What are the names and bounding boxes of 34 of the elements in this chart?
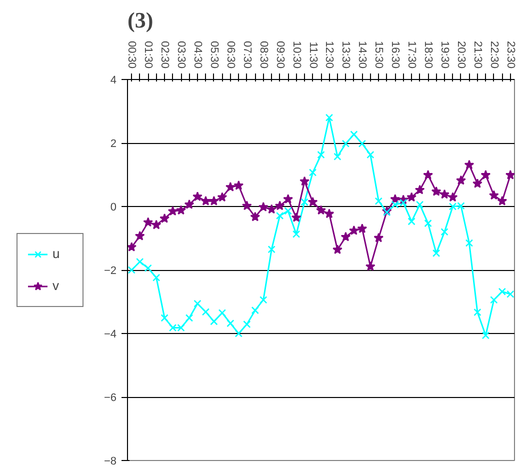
x-tick-label: 01:30 — [142, 40, 154, 69]
chart-title: (3) — [128, 8, 154, 32]
x-tick-label: 09:30 — [274, 40, 286, 69]
y-tick-label: 4 — [110, 74, 117, 86]
x-tick-label: 19:30 — [438, 40, 451, 69]
legend-label: u — [52, 246, 61, 261]
y-tick-label: 2 — [110, 138, 117, 150]
x-tick-label: 18:30 — [422, 40, 434, 69]
x-tick-label: 04:30 — [191, 40, 204, 69]
x-tick-label: 11:30 — [306, 42, 319, 69]
x-tick-label: 20:30 — [454, 40, 467, 69]
x-tick-label: 08:30 — [257, 40, 270, 69]
y-tick-label: 0 — [110, 202, 117, 214]
x-tick-label: 12:30 — [323, 40, 336, 69]
x-tick-label: 10:30 — [290, 40, 302, 69]
x-tick-label: 15:30 — [372, 40, 385, 69]
x-tick-label: 14:30 — [356, 40, 368, 69]
x-tick-label: 17:30 — [406, 40, 418, 69]
x-tick-label: 03:30 — [175, 40, 188, 69]
x-tick-label: 23:30 — [504, 40, 516, 69]
y-tick-label: −8 — [104, 456, 117, 468]
y-tick-label: −6 — [104, 392, 117, 404]
x-tick-label: 16:30 — [389, 40, 402, 69]
legend-label: v — [52, 278, 60, 293]
y-tick-label: −2 — [104, 265, 117, 277]
x-tick-label: 02:30 — [158, 40, 171, 69]
y-tick-label: −4 — [104, 328, 117, 340]
x-tick-label: 22:30 — [488, 40, 500, 69]
x-tick-label: 21:30 — [471, 40, 484, 69]
x-tick-label: 00:30 — [126, 40, 138, 69]
x-tick-label: 13:30 — [340, 40, 352, 69]
x-tick-label: 05:30 — [208, 40, 220, 69]
x-tick-label: 07:30 — [240, 40, 253, 69]
x-tick-label: 06:30 — [224, 40, 236, 69]
